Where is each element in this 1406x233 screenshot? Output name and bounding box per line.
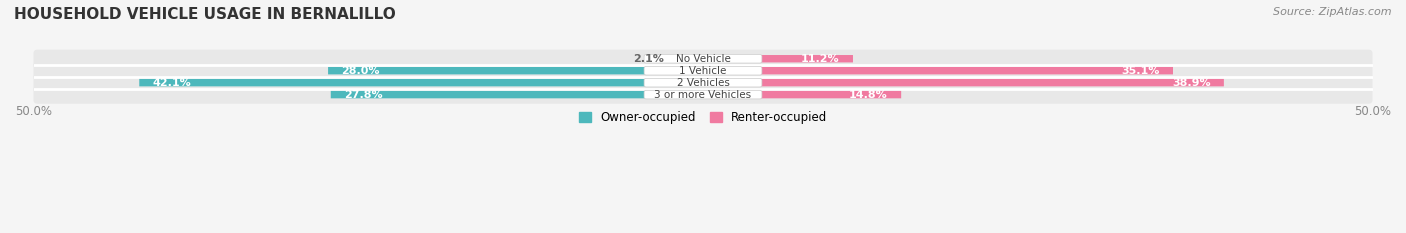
Text: 38.9%: 38.9% [1171, 78, 1211, 88]
Text: 2.1%: 2.1% [633, 54, 664, 64]
Text: 14.8%: 14.8% [849, 90, 887, 100]
Text: 2 Vehicles: 2 Vehicles [676, 78, 730, 88]
FancyBboxPatch shape [703, 55, 853, 62]
Legend: Owner-occupied, Renter-occupied: Owner-occupied, Renter-occupied [579, 111, 827, 124]
FancyBboxPatch shape [34, 50, 1372, 68]
Text: 28.0%: 28.0% [342, 66, 380, 76]
Text: 27.8%: 27.8% [344, 90, 382, 100]
FancyBboxPatch shape [330, 91, 703, 98]
FancyBboxPatch shape [644, 78, 762, 87]
Text: 1 Vehicle: 1 Vehicle [679, 66, 727, 76]
FancyBboxPatch shape [644, 55, 762, 63]
FancyBboxPatch shape [703, 67, 1173, 74]
FancyBboxPatch shape [328, 67, 703, 74]
FancyBboxPatch shape [644, 66, 762, 75]
Text: Source: ZipAtlas.com: Source: ZipAtlas.com [1274, 7, 1392, 17]
Text: No Vehicle: No Vehicle [675, 54, 731, 64]
Text: 35.1%: 35.1% [1121, 66, 1160, 76]
FancyBboxPatch shape [34, 74, 1372, 92]
FancyBboxPatch shape [703, 79, 1223, 86]
FancyBboxPatch shape [139, 79, 703, 86]
Text: 11.2%: 11.2% [801, 54, 839, 64]
FancyBboxPatch shape [703, 91, 901, 98]
FancyBboxPatch shape [644, 90, 762, 99]
FancyBboxPatch shape [34, 86, 1372, 104]
Text: 42.1%: 42.1% [153, 78, 191, 88]
FancyBboxPatch shape [675, 55, 703, 62]
FancyBboxPatch shape [34, 62, 1372, 80]
Text: 3 or more Vehicles: 3 or more Vehicles [654, 90, 752, 100]
Text: HOUSEHOLD VEHICLE USAGE IN BERNALILLO: HOUSEHOLD VEHICLE USAGE IN BERNALILLO [14, 7, 396, 22]
